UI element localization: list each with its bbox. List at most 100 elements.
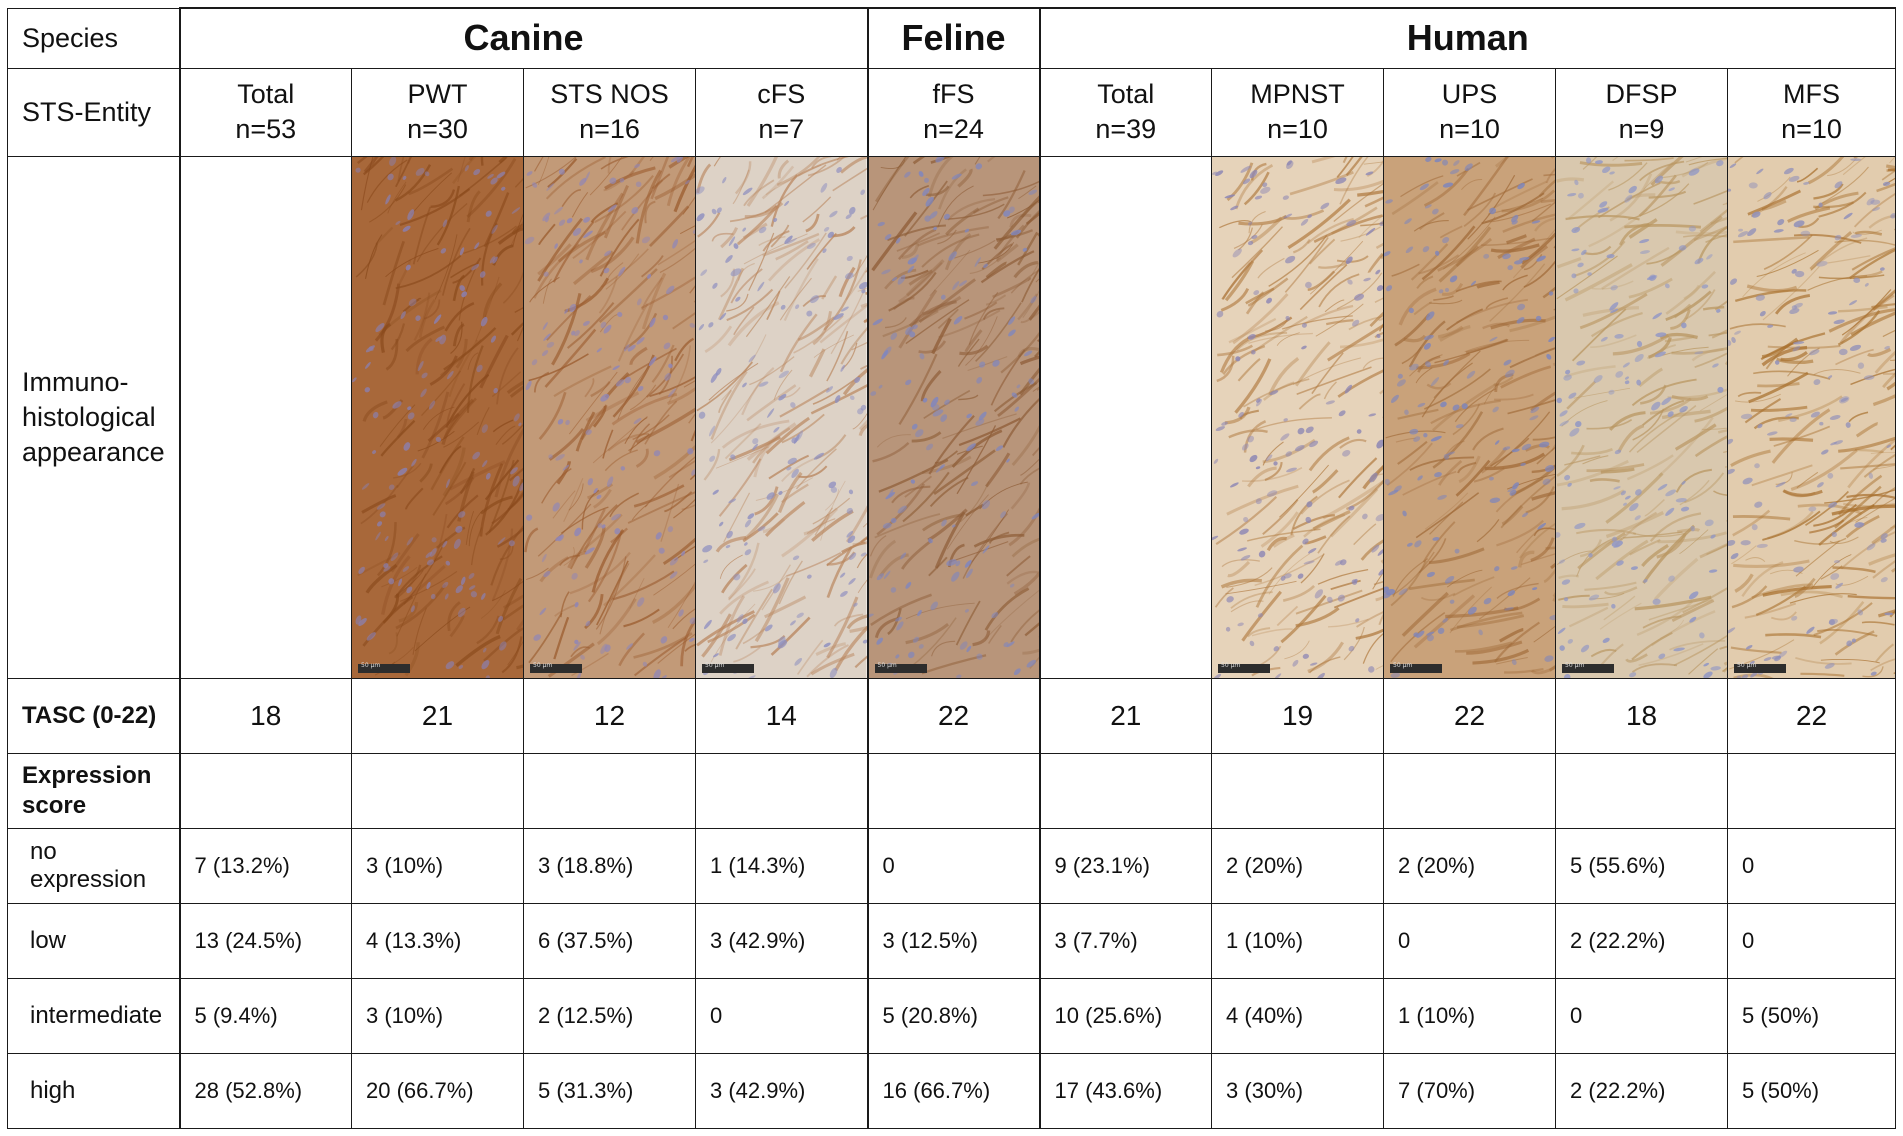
entity-name: Total — [1097, 79, 1155, 110]
micrograph-mfs: 50 µm — [1728, 157, 1895, 678]
entity-header: fFS n=24 — [866, 67, 1041, 157]
expression-level-label: high — [7, 1052, 180, 1130]
scale-bar: 50 µm — [1734, 661, 1787, 673]
micrograph-cell: 50 µm — [1383, 155, 1557, 679]
image-label-line: appearance — [22, 436, 165, 467]
expression-cell: 0 — [1555, 977, 1729, 1054]
entity-name: DFSP — [1605, 79, 1678, 110]
entity-n: n=39 — [1095, 114, 1157, 145]
tasc-value: 22 — [1383, 677, 1557, 754]
stain-texture — [1728, 157, 1895, 678]
scale-bar: 50 µm — [1562, 661, 1615, 673]
expression-cell: 5 (50%) — [1727, 1052, 1897, 1130]
empty-cell — [1038, 752, 1213, 829]
expression-cell: 16 (66.7%) — [866, 1052, 1041, 1130]
scale-bar-label: 50 µm — [1737, 661, 1757, 669]
image-row: Immuno- histological appearance 50 µm 50… — [7, 155, 1897, 679]
entity-n: n=10 — [1267, 114, 1328, 145]
expression-cell: 5 (31.3%) — [523, 1052, 696, 1130]
scale-bar-label: 50 µm — [1393, 661, 1413, 669]
entity-name: Total — [237, 79, 295, 110]
micrograph-ups: 50 µm — [1384, 157, 1555, 678]
entity-header: MPNST n=10 — [1211, 67, 1385, 157]
expression-cell: 2 (22.2%) — [1555, 902, 1729, 979]
entity-name: STS NOS — [550, 79, 669, 110]
scale-bar: 50 µm — [1218, 661, 1271, 673]
scale-bar-label: 50 µm — [361, 661, 381, 669]
expression-cell: 6 (37.5%) — [523, 902, 696, 979]
scale-bar-label: 50 µm — [877, 661, 897, 669]
entity-name: PWT — [407, 79, 468, 110]
entity-n: n=30 — [407, 114, 468, 145]
stain-texture — [1212, 157, 1383, 678]
expression-cell: 0 — [1727, 827, 1897, 904]
expression-label-line: Expression — [22, 761, 152, 789]
micrograph-cell: 50 µm — [1727, 155, 1897, 679]
expression-header-row: Expression score — [7, 752, 1897, 829]
tasc-value: 21 — [351, 677, 524, 754]
entity-n: n=10 — [1439, 114, 1500, 145]
expression-cell: 1 (10%) — [1211, 902, 1385, 979]
empty-cell — [1383, 752, 1557, 829]
species-label: Species — [7, 7, 180, 69]
entity-n: n=53 — [235, 114, 297, 145]
expression-level-label: low — [7, 902, 180, 979]
expression-row-low: low 13 (24.5%) 4 (13.3%) 6 (37.5%) 3 (42… — [7, 902, 1897, 979]
stain-texture — [524, 157, 695, 678]
entity-header: UPS n=10 — [1383, 67, 1557, 157]
entity-name: MFS — [1783, 79, 1841, 110]
expression-cell: 5 (50%) — [1727, 977, 1897, 1054]
expression-cell: 7 (70%) — [1383, 1052, 1557, 1130]
tasc-label: TASC (0-22) — [7, 677, 180, 754]
scale-bar-label: 50 µm — [1565, 661, 1585, 669]
expression-cell: 3 (42.9%) — [694, 902, 869, 979]
micrograph-pwt: 50 µm — [352, 157, 523, 678]
entity-label: STS-Entity — [7, 67, 180, 157]
scale-bar: 50 µm — [874, 661, 927, 673]
scale-bar: 50 µm — [1390, 661, 1443, 673]
expression-level-label: no expression — [7, 827, 180, 904]
expression-cell: 3 (12.5%) — [866, 902, 1041, 979]
empty-cell — [351, 752, 524, 829]
entity-name: fFS — [932, 79, 975, 110]
expression-label: Expression score — [7, 752, 180, 829]
entity-name: cFS — [757, 79, 806, 110]
species-canine: Canine — [178, 6, 869, 69]
tasc-value: 18 — [178, 677, 352, 754]
tasc-value: 12 — [523, 677, 696, 754]
expression-cell: 3 (10%) — [351, 977, 524, 1054]
scale-bar-label: 50 µm — [1221, 661, 1241, 669]
expression-cell: 0 — [1383, 902, 1557, 979]
entity-n: n=10 — [1781, 114, 1842, 145]
scale-bar-label: 50 µm — [705, 661, 725, 669]
entity-header: Total n=39 — [1038, 67, 1213, 157]
expression-cell: 5 (55.6%) — [1555, 827, 1729, 904]
expression-cell: 1 (14.3%) — [694, 827, 869, 904]
species-human: Human — [1038, 6, 1897, 69]
scale-bar: 50 µm — [358, 661, 410, 673]
empty-cell — [694, 752, 869, 829]
expression-cell: 0 — [1727, 902, 1897, 979]
tasc-value: 19 — [1211, 677, 1385, 754]
expression-cell: 0 — [694, 977, 869, 1054]
expression-cell: 3 (42.9%) — [694, 1052, 869, 1130]
entity-header: DFSP n=9 — [1555, 67, 1729, 157]
expression-cell: 2 (22.2%) — [1555, 1052, 1729, 1130]
micrograph-sts-nos: 50 µm — [524, 157, 695, 678]
micrograph-cell: 50 µm — [351, 155, 524, 679]
micrograph-cell: 50 µm — [1211, 155, 1385, 679]
expression-cell: 17 (43.6%) — [1038, 1052, 1213, 1130]
expression-cell: 10 (25.6%) — [1038, 977, 1213, 1054]
micrograph-cell: 50 µm — [694, 155, 869, 679]
micrograph-cfs: 50 µm — [696, 157, 867, 678]
empty-image-cell — [1038, 155, 1213, 679]
micrograph-mpnst: 50 µm — [1212, 157, 1383, 678]
tasc-value: 22 — [866, 677, 1041, 754]
entity-n: n=24 — [923, 114, 984, 145]
entity-name: UPS — [1441, 79, 1498, 110]
entity-header: cFS n=7 — [694, 67, 869, 157]
empty-cell — [1555, 752, 1729, 829]
expression-cell: 2 (20%) — [1383, 827, 1557, 904]
empty-image-cell — [178, 155, 352, 679]
tasc-value: 21 — [1038, 677, 1213, 754]
